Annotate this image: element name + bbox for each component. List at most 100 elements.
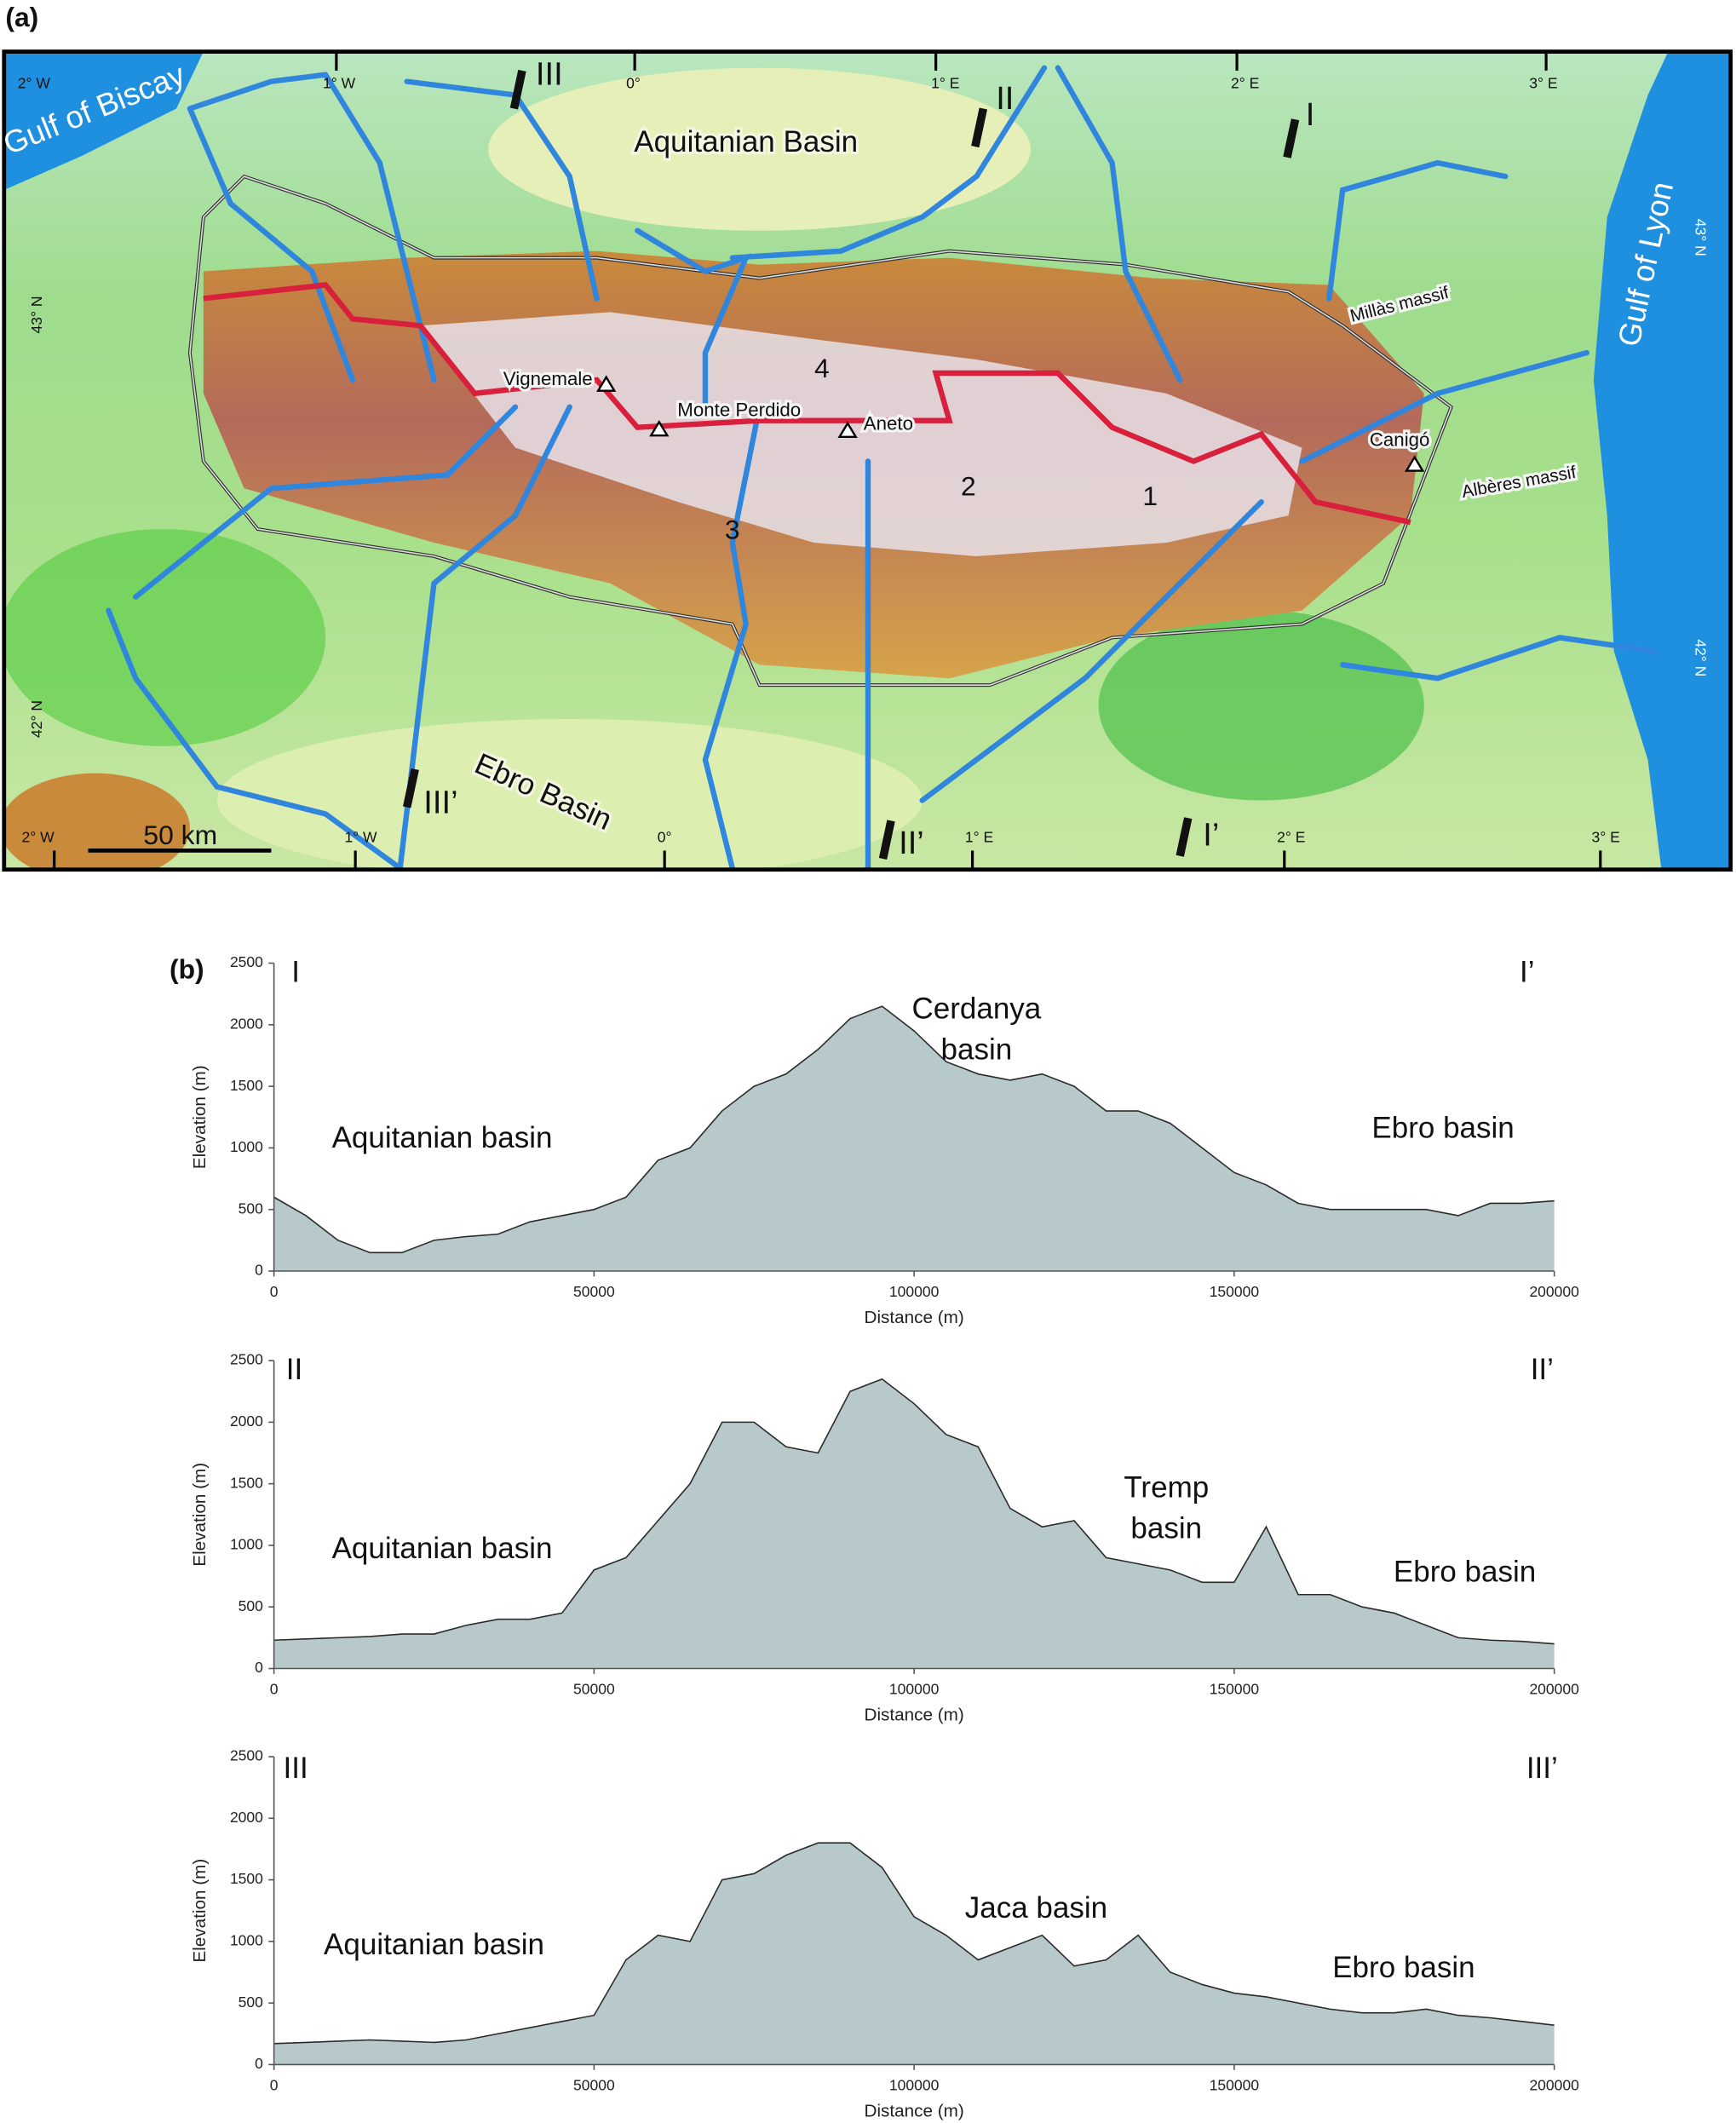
section-marker — [971, 107, 988, 148]
x-tick-label: 50000 — [573, 2077, 615, 2094]
annotation: I’ — [1520, 956, 1535, 989]
place-label: Aneto — [864, 412, 913, 434]
hills — [1098, 610, 1424, 801]
section-label: II’ — [899, 825, 924, 861]
coord-label: 2° W — [22, 829, 55, 846]
annotation: Ebro basin — [1371, 1112, 1514, 1145]
section-label: I — [1306, 96, 1315, 133]
y-tick-label: 2000 — [230, 1809, 263, 1826]
map — [3, 51, 1731, 870]
basin-lowland — [488, 67, 1032, 231]
section-label: III’ — [423, 784, 457, 820]
section-marker — [1283, 118, 1300, 158]
river — [919, 499, 1264, 803]
x-tick-label: 100000 — [889, 1283, 940, 1300]
elevation-line — [273, 1005, 1555, 1254]
catchment-label: 4 — [814, 353, 830, 383]
coord-label: 2° E — [1277, 829, 1305, 846]
graticule-ticks — [53, 51, 1602, 870]
place-label: Monte Perdido — [677, 399, 801, 420]
coord-label: 42° N — [28, 700, 45, 738]
y-tick-label: 2000 — [230, 1015, 263, 1032]
river — [729, 65, 1048, 261]
x-tick-label: 200000 — [1529, 1681, 1579, 1698]
annotation: II — [286, 1353, 302, 1386]
annotation: Aquitanian basin — [332, 1532, 553, 1565]
catchment-label: 3 — [725, 515, 740, 545]
river — [1055, 65, 1183, 383]
x-tick-label: 100000 — [889, 2077, 940, 2094]
coord-label: 3° E — [1592, 829, 1620, 846]
elevation-line — [273, 1378, 1555, 1645]
rivers — [106, 65, 1658, 870]
y-tick-label: 0 — [255, 2055, 263, 2072]
coord-label: 0° — [658, 829, 672, 846]
river — [106, 607, 403, 870]
annotation: Ebro basin — [1332, 1951, 1474, 1984]
coord-label: 2° E — [1231, 74, 1259, 91]
y-tick-label: 1000 — [230, 1536, 263, 1553]
catchment-label: 1 — [1142, 480, 1158, 511]
annotation: Tremp — [1124, 1471, 1209, 1505]
section-markers — [402, 69, 1300, 860]
river — [187, 72, 356, 383]
coord-label: 2° W — [18, 74, 51, 91]
place-label: Aquitanian Basin — [634, 125, 858, 158]
y-tick-label: 1500 — [230, 1474, 263, 1491]
elevation-area — [273, 1378, 1555, 1669]
peak-marker — [1404, 455, 1425, 472]
main-divide — [203, 282, 1411, 526]
elevation-area — [273, 1843, 1555, 2065]
y-tick-label: 500 — [239, 1994, 263, 2011]
sea — [3, 51, 204, 191]
peak-marker — [649, 419, 670, 437]
x-tick-label: 100000 — [889, 1681, 940, 1698]
river — [1340, 635, 1658, 682]
x-tick-label: 150000 — [1210, 1283, 1260, 1300]
place-label: Canigó — [1370, 429, 1430, 450]
y-tick-label: 0 — [255, 1659, 263, 1676]
x-tick-label: 200000 — [1529, 2077, 1579, 2094]
panel-label: (b) — [170, 954, 204, 985]
x-tick-label: 0 — [270, 1681, 279, 1698]
annotation: Aquitanian basin — [324, 1928, 544, 1961]
annotation: II’ — [1531, 1353, 1554, 1386]
catchment-label: 2 — [961, 471, 976, 502]
river — [397, 404, 572, 870]
place-label: Vignemale — [503, 368, 593, 389]
x-tick-label: 0 — [270, 2077, 279, 2094]
section-marker — [509, 69, 526, 110]
y-tick-label: 2000 — [230, 1412, 263, 1430]
coord-label: 3° E — [1529, 74, 1557, 91]
y-tick-label: 500 — [239, 1597, 263, 1614]
coord-label: 1° W — [323, 74, 356, 91]
x-axis-label: Distance (m) — [865, 1706, 964, 1725]
y-tick-label: 2500 — [230, 953, 263, 970]
elevation-area — [273, 1006, 1555, 1271]
section-marker — [402, 768, 419, 808]
x-tick-label: 0 — [270, 1283, 279, 1300]
annotation: Aquitanian basin — [332, 1121, 553, 1154]
river — [702, 404, 762, 870]
coord-label: 42° N — [1692, 639, 1709, 676]
coord-label: 1° E — [931, 74, 959, 91]
x-tick-label: 50000 — [573, 1283, 615, 1300]
sea — [1593, 51, 1731, 870]
hills — [3, 529, 326, 746]
coord-label: 1° W — [344, 829, 377, 846]
section-label: I’ — [1203, 817, 1219, 854]
annotation: Cerdanya — [911, 992, 1041, 1026]
annotation: Jaca basin — [965, 1891, 1107, 1925]
coord-label: 0° — [626, 74, 641, 91]
annotation: III — [284, 1752, 308, 1785]
y-axis-label: Elevation (m) — [190, 1859, 210, 1963]
river — [1326, 159, 1509, 302]
y-tick-label: 1000 — [230, 1931, 263, 1948]
y-axis-label: Elevation (m) — [190, 1065, 210, 1169]
x-tick-label: 200000 — [1529, 1283, 1579, 1300]
x-tick-label: 150000 — [1210, 1681, 1260, 1698]
river — [133, 404, 519, 600]
